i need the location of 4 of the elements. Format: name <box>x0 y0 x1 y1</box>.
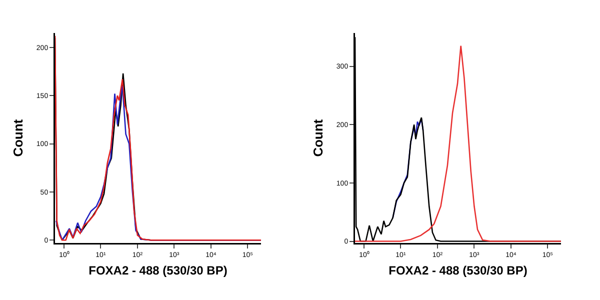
y-axis-title: Count <box>10 118 26 157</box>
x-axis-title: FOXA2 - 488 (530/30 BP) <box>88 264 228 278</box>
x-axis-title: FOXA2 - 488 (530/30 BP) <box>388 264 528 278</box>
y-axis-title: Count <box>310 118 326 157</box>
